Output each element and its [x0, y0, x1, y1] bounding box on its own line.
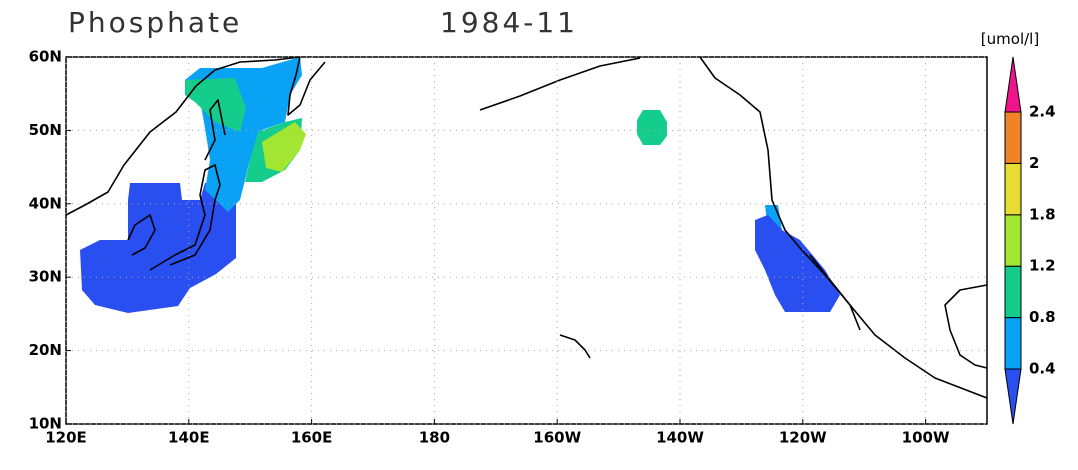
y-tick-label: 50N — [29, 121, 62, 139]
x-tick-label: 140W — [656, 429, 704, 447]
field-1.2 — [262, 122, 306, 172]
map-frame — [65, 56, 988, 425]
x-tick-label: 160E — [291, 429, 333, 447]
colorbar-label: 1.2 — [1029, 257, 1056, 275]
y-tick-label: 20N — [29, 341, 62, 359]
coastline — [287, 56, 326, 116]
x-tick-label: 120W — [779, 429, 827, 447]
y-tick-label: 40N — [29, 194, 62, 212]
coastline — [149, 164, 221, 271]
coastline — [559, 334, 591, 359]
colorbar-label: 0.4 — [1029, 360, 1056, 378]
colorbar-high — [1004, 56, 1022, 113]
colorbar-box — [1004, 317, 1022, 370]
field-0.8 — [637, 110, 667, 145]
title: Phosphate — [68, 6, 242, 39]
units: [umol/l] — [981, 30, 1039, 48]
phosphate-field — [80, 57, 840, 313]
field-0.8 — [185, 78, 246, 132]
field-low — [80, 183, 236, 313]
coastline — [809, 254, 861, 331]
coastline — [204, 99, 226, 161]
y-tick-label: 10N — [29, 415, 62, 433]
field-low — [755, 215, 840, 312]
colorbar-box — [1004, 265, 1022, 319]
y-tick-label: 60N — [29, 48, 62, 66]
colorbar-label: 0.8 — [1029, 308, 1056, 326]
coastline — [127, 214, 156, 256]
coastline — [699, 56, 988, 399]
colorbar-box — [1004, 111, 1022, 164]
colorbar-label: 2 — [1029, 154, 1039, 172]
x-tick-label: 180 — [419, 429, 450, 447]
coastline — [65, 56, 301, 216]
x-tick-label: 100W — [902, 429, 950, 447]
y-tick-label: 30N — [29, 268, 62, 286]
x-tick-label: 160W — [533, 429, 581, 447]
x-tick-label: 120E — [45, 429, 87, 447]
x-tick-label: 140E — [168, 429, 210, 447]
coastline — [479, 57, 641, 111]
coastlines — [65, 56, 988, 399]
colorbar-low — [1004, 368, 1022, 425]
date: 1984-11 — [440, 6, 578, 39]
colorbar-box — [1004, 162, 1022, 216]
colorbar-label: 1.8 — [1029, 205, 1056, 223]
colorbar-label: 2.4 — [1029, 103, 1056, 121]
colorbar-box — [1004, 214, 1022, 267]
coastline — [944, 284, 988, 369]
